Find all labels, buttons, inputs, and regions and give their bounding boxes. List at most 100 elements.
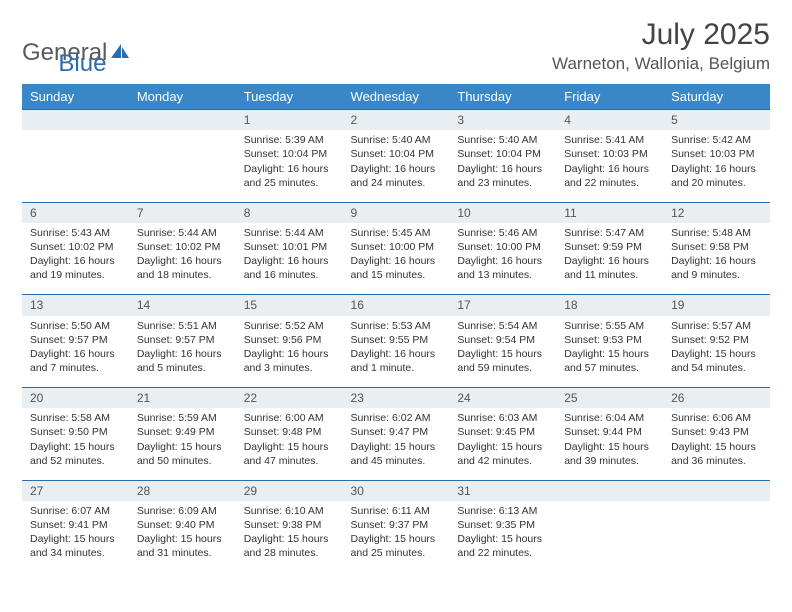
day-content-cell: Sunrise: 6:02 AMSunset: 9:47 PMDaylight:…	[343, 408, 450, 480]
day-details: Sunrise: 6:10 AMSunset: 9:38 PMDaylight:…	[236, 501, 343, 567]
day-number: 14	[129, 295, 236, 315]
day-number-cell: 15	[236, 295, 343, 316]
day-content-cell: Sunrise: 6:13 AMSunset: 9:35 PMDaylight:…	[449, 501, 556, 573]
calendar-body: 12345Sunrise: 5:39 AMSunset: 10:04 PMDay…	[22, 110, 770, 573]
day-number-cell: 2	[343, 110, 450, 131]
day-content-cell: Sunrise: 6:11 AMSunset: 9:37 PMDaylight:…	[343, 501, 450, 573]
month-title: July 2025	[552, 18, 770, 52]
day-content-cell: Sunrise: 6:03 AMSunset: 9:45 PMDaylight:…	[449, 408, 556, 480]
week-number-row: 6789101112	[22, 202, 770, 223]
day-number-cell: 26	[663, 388, 770, 409]
day-details: Sunrise: 6:07 AMSunset: 9:41 PMDaylight:…	[22, 501, 129, 567]
day-number: 11	[556, 203, 663, 223]
day-content-cell	[663, 501, 770, 573]
day-number-cell: 10	[449, 202, 556, 223]
day-content-cell: Sunrise: 5:41 AMSunset: 10:03 PMDaylight…	[556, 130, 663, 202]
day-content-cell: Sunrise: 5:42 AMSunset: 10:03 PMDaylight…	[663, 130, 770, 202]
day-number-cell: 5	[663, 110, 770, 131]
day-details: Sunrise: 5:39 AMSunset: 10:04 PMDaylight…	[236, 130, 343, 196]
day-details: Sunrise: 5:55 AMSunset: 9:53 PMDaylight:…	[556, 316, 663, 382]
week-number-row: 12345	[22, 110, 770, 131]
day-details: Sunrise: 5:43 AMSunset: 10:02 PMDaylight…	[22, 223, 129, 289]
day-number-cell: 7	[129, 202, 236, 223]
day-number: 18	[556, 295, 663, 315]
day-number-cell: 12	[663, 202, 770, 223]
day-number-cell: 22	[236, 388, 343, 409]
day-number: 12	[663, 203, 770, 223]
day-content-cell: Sunrise: 6:10 AMSunset: 9:38 PMDaylight:…	[236, 501, 343, 573]
day-number-cell: 4	[556, 110, 663, 131]
day-number-cell: 19	[663, 295, 770, 316]
day-details: Sunrise: 5:53 AMSunset: 9:55 PMDaylight:…	[343, 316, 450, 382]
day-number-cell: 25	[556, 388, 663, 409]
day-number-cell: 9	[343, 202, 450, 223]
day-content-cell: Sunrise: 6:06 AMSunset: 9:43 PMDaylight:…	[663, 408, 770, 480]
day-details: Sunrise: 6:13 AMSunset: 9:35 PMDaylight:…	[449, 501, 556, 567]
day-number-cell: 11	[556, 202, 663, 223]
day-number-cell: 6	[22, 202, 129, 223]
day-content-cell: Sunrise: 5:40 AMSunset: 10:04 PMDaylight…	[343, 130, 450, 202]
weekday-header: Saturday	[663, 84, 770, 110]
day-number: 7	[129, 203, 236, 223]
day-number: 26	[663, 388, 770, 408]
day-details: Sunrise: 5:57 AMSunset: 9:52 PMDaylight:…	[663, 316, 770, 382]
day-content-cell: Sunrise: 5:51 AMSunset: 9:57 PMDaylight:…	[129, 316, 236, 388]
day-details: Sunrise: 5:59 AMSunset: 9:49 PMDaylight:…	[129, 408, 236, 474]
day-number-cell	[556, 480, 663, 501]
day-details: Sunrise: 5:40 AMSunset: 10:04 PMDaylight…	[343, 130, 450, 196]
day-details: Sunrise: 5:58 AMSunset: 9:50 PMDaylight:…	[22, 408, 129, 474]
day-number: 30	[343, 481, 450, 501]
day-number: 23	[343, 388, 450, 408]
week-content-row: Sunrise: 6:07 AMSunset: 9:41 PMDaylight:…	[22, 501, 770, 573]
day-content-cell	[556, 501, 663, 573]
day-number: 6	[22, 203, 129, 223]
day-number: 19	[663, 295, 770, 315]
calendar-table: SundayMondayTuesdayWednesdayThursdayFrid…	[22, 84, 770, 573]
day-number-cell: 30	[343, 480, 450, 501]
day-content-cell	[22, 130, 129, 202]
day-number: 29	[236, 481, 343, 501]
day-number	[556, 481, 663, 501]
day-details: Sunrise: 5:47 AMSunset: 9:59 PMDaylight:…	[556, 223, 663, 289]
day-number: 3	[449, 110, 556, 130]
day-details: Sunrise: 5:44 AMSunset: 10:02 PMDaylight…	[129, 223, 236, 289]
day-number-cell: 13	[22, 295, 129, 316]
day-content-cell: Sunrise: 5:52 AMSunset: 9:56 PMDaylight:…	[236, 316, 343, 388]
day-number: 24	[449, 388, 556, 408]
day-details: Sunrise: 6:03 AMSunset: 9:45 PMDaylight:…	[449, 408, 556, 474]
day-details: Sunrise: 6:06 AMSunset: 9:43 PMDaylight:…	[663, 408, 770, 474]
day-details: Sunrise: 5:42 AMSunset: 10:03 PMDaylight…	[663, 130, 770, 196]
day-number-cell	[22, 110, 129, 131]
day-number: 20	[22, 388, 129, 408]
day-content-cell: Sunrise: 5:58 AMSunset: 9:50 PMDaylight:…	[22, 408, 129, 480]
day-content-cell	[129, 130, 236, 202]
day-number: 27	[22, 481, 129, 501]
day-content-cell: Sunrise: 5:50 AMSunset: 9:57 PMDaylight:…	[22, 316, 129, 388]
day-number-cell	[129, 110, 236, 131]
day-number-cell: 23	[343, 388, 450, 409]
day-details: Sunrise: 5:48 AMSunset: 9:58 PMDaylight:…	[663, 223, 770, 289]
day-content-cell: Sunrise: 5:44 AMSunset: 10:02 PMDaylight…	[129, 223, 236, 295]
day-number: 16	[343, 295, 450, 315]
day-number: 28	[129, 481, 236, 501]
day-content-cell: Sunrise: 6:07 AMSunset: 9:41 PMDaylight:…	[22, 501, 129, 573]
day-number: 2	[343, 110, 450, 130]
day-content-cell: Sunrise: 6:04 AMSunset: 9:44 PMDaylight:…	[556, 408, 663, 480]
day-number: 1	[236, 110, 343, 130]
day-details: Sunrise: 5:51 AMSunset: 9:57 PMDaylight:…	[129, 316, 236, 382]
day-number-cell: 14	[129, 295, 236, 316]
week-number-row: 13141516171819	[22, 295, 770, 316]
day-details: Sunrise: 5:52 AMSunset: 9:56 PMDaylight:…	[236, 316, 343, 382]
day-number-cell: 16	[343, 295, 450, 316]
weekday-header-row: SundayMondayTuesdayWednesdayThursdayFrid…	[22, 84, 770, 110]
weekday-header: Friday	[556, 84, 663, 110]
day-number: 31	[449, 481, 556, 501]
day-number: 5	[663, 110, 770, 130]
day-number-cell	[663, 480, 770, 501]
day-number-cell: 8	[236, 202, 343, 223]
day-content-cell: Sunrise: 5:39 AMSunset: 10:04 PMDaylight…	[236, 130, 343, 202]
day-details: Sunrise: 5:44 AMSunset: 10:01 PMDaylight…	[236, 223, 343, 289]
day-content-cell: Sunrise: 5:44 AMSunset: 10:01 PMDaylight…	[236, 223, 343, 295]
week-number-row: 2728293031	[22, 480, 770, 501]
day-content-cell: Sunrise: 5:43 AMSunset: 10:02 PMDaylight…	[22, 223, 129, 295]
